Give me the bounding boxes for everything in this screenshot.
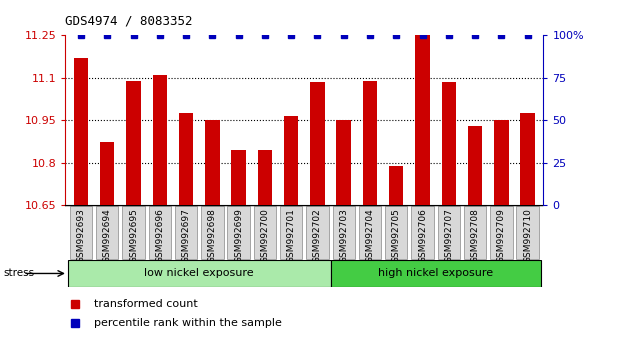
Bar: [389, 166, 404, 205]
Bar: [74, 58, 88, 205]
FancyBboxPatch shape: [201, 206, 224, 259]
Text: GSM992706: GSM992706: [418, 208, 427, 263]
Bar: [153, 75, 167, 205]
Bar: [258, 150, 272, 205]
Bar: [442, 82, 456, 205]
Text: GSM992710: GSM992710: [523, 208, 532, 263]
Text: transformed count: transformed count: [94, 298, 197, 309]
FancyBboxPatch shape: [175, 206, 197, 259]
Bar: [284, 116, 298, 205]
Bar: [232, 150, 246, 205]
FancyBboxPatch shape: [148, 206, 171, 259]
FancyBboxPatch shape: [330, 260, 541, 287]
Bar: [468, 126, 483, 205]
Bar: [310, 82, 325, 205]
Text: GSM992698: GSM992698: [208, 208, 217, 263]
Bar: [415, 35, 430, 205]
Text: high nickel exposure: high nickel exposure: [378, 268, 493, 279]
Text: GSM992709: GSM992709: [497, 208, 506, 263]
Bar: [179, 113, 193, 205]
FancyBboxPatch shape: [70, 206, 92, 259]
Bar: [126, 81, 141, 205]
Bar: [494, 120, 509, 205]
Text: GSM992704: GSM992704: [366, 208, 374, 263]
Text: GSM992700: GSM992700: [260, 208, 270, 263]
FancyBboxPatch shape: [385, 206, 407, 259]
FancyBboxPatch shape: [464, 206, 486, 259]
FancyBboxPatch shape: [227, 206, 250, 259]
Text: GSM992694: GSM992694: [102, 208, 112, 263]
Text: percentile rank within the sample: percentile rank within the sample: [94, 318, 282, 328]
Text: GDS4974 / 8083352: GDS4974 / 8083352: [65, 14, 193, 27]
Bar: [100, 142, 114, 205]
FancyBboxPatch shape: [306, 206, 329, 259]
Text: GSM992705: GSM992705: [392, 208, 401, 263]
Bar: [520, 113, 535, 205]
FancyBboxPatch shape: [280, 206, 302, 259]
FancyBboxPatch shape: [332, 206, 355, 259]
Text: GSM992693: GSM992693: [76, 208, 86, 263]
FancyBboxPatch shape: [411, 206, 433, 259]
FancyBboxPatch shape: [122, 206, 145, 259]
FancyBboxPatch shape: [254, 206, 276, 259]
Text: low nickel exposure: low nickel exposure: [145, 268, 254, 279]
Text: GSM992697: GSM992697: [181, 208, 191, 263]
Text: GSM992696: GSM992696: [155, 208, 165, 263]
FancyBboxPatch shape: [96, 206, 119, 259]
Text: GSM992708: GSM992708: [471, 208, 479, 263]
FancyBboxPatch shape: [517, 206, 539, 259]
Text: GSM992702: GSM992702: [313, 208, 322, 263]
Text: stress: stress: [3, 268, 34, 279]
Bar: [363, 81, 377, 205]
Text: GSM992695: GSM992695: [129, 208, 138, 263]
Bar: [205, 120, 220, 205]
FancyBboxPatch shape: [490, 206, 512, 259]
Bar: [337, 120, 351, 205]
FancyBboxPatch shape: [438, 206, 460, 259]
FancyBboxPatch shape: [359, 206, 381, 259]
Text: GSM992703: GSM992703: [339, 208, 348, 263]
Text: GSM992699: GSM992699: [234, 208, 243, 263]
FancyBboxPatch shape: [68, 260, 330, 287]
Text: GSM992707: GSM992707: [444, 208, 453, 263]
Text: GSM992701: GSM992701: [287, 208, 296, 263]
